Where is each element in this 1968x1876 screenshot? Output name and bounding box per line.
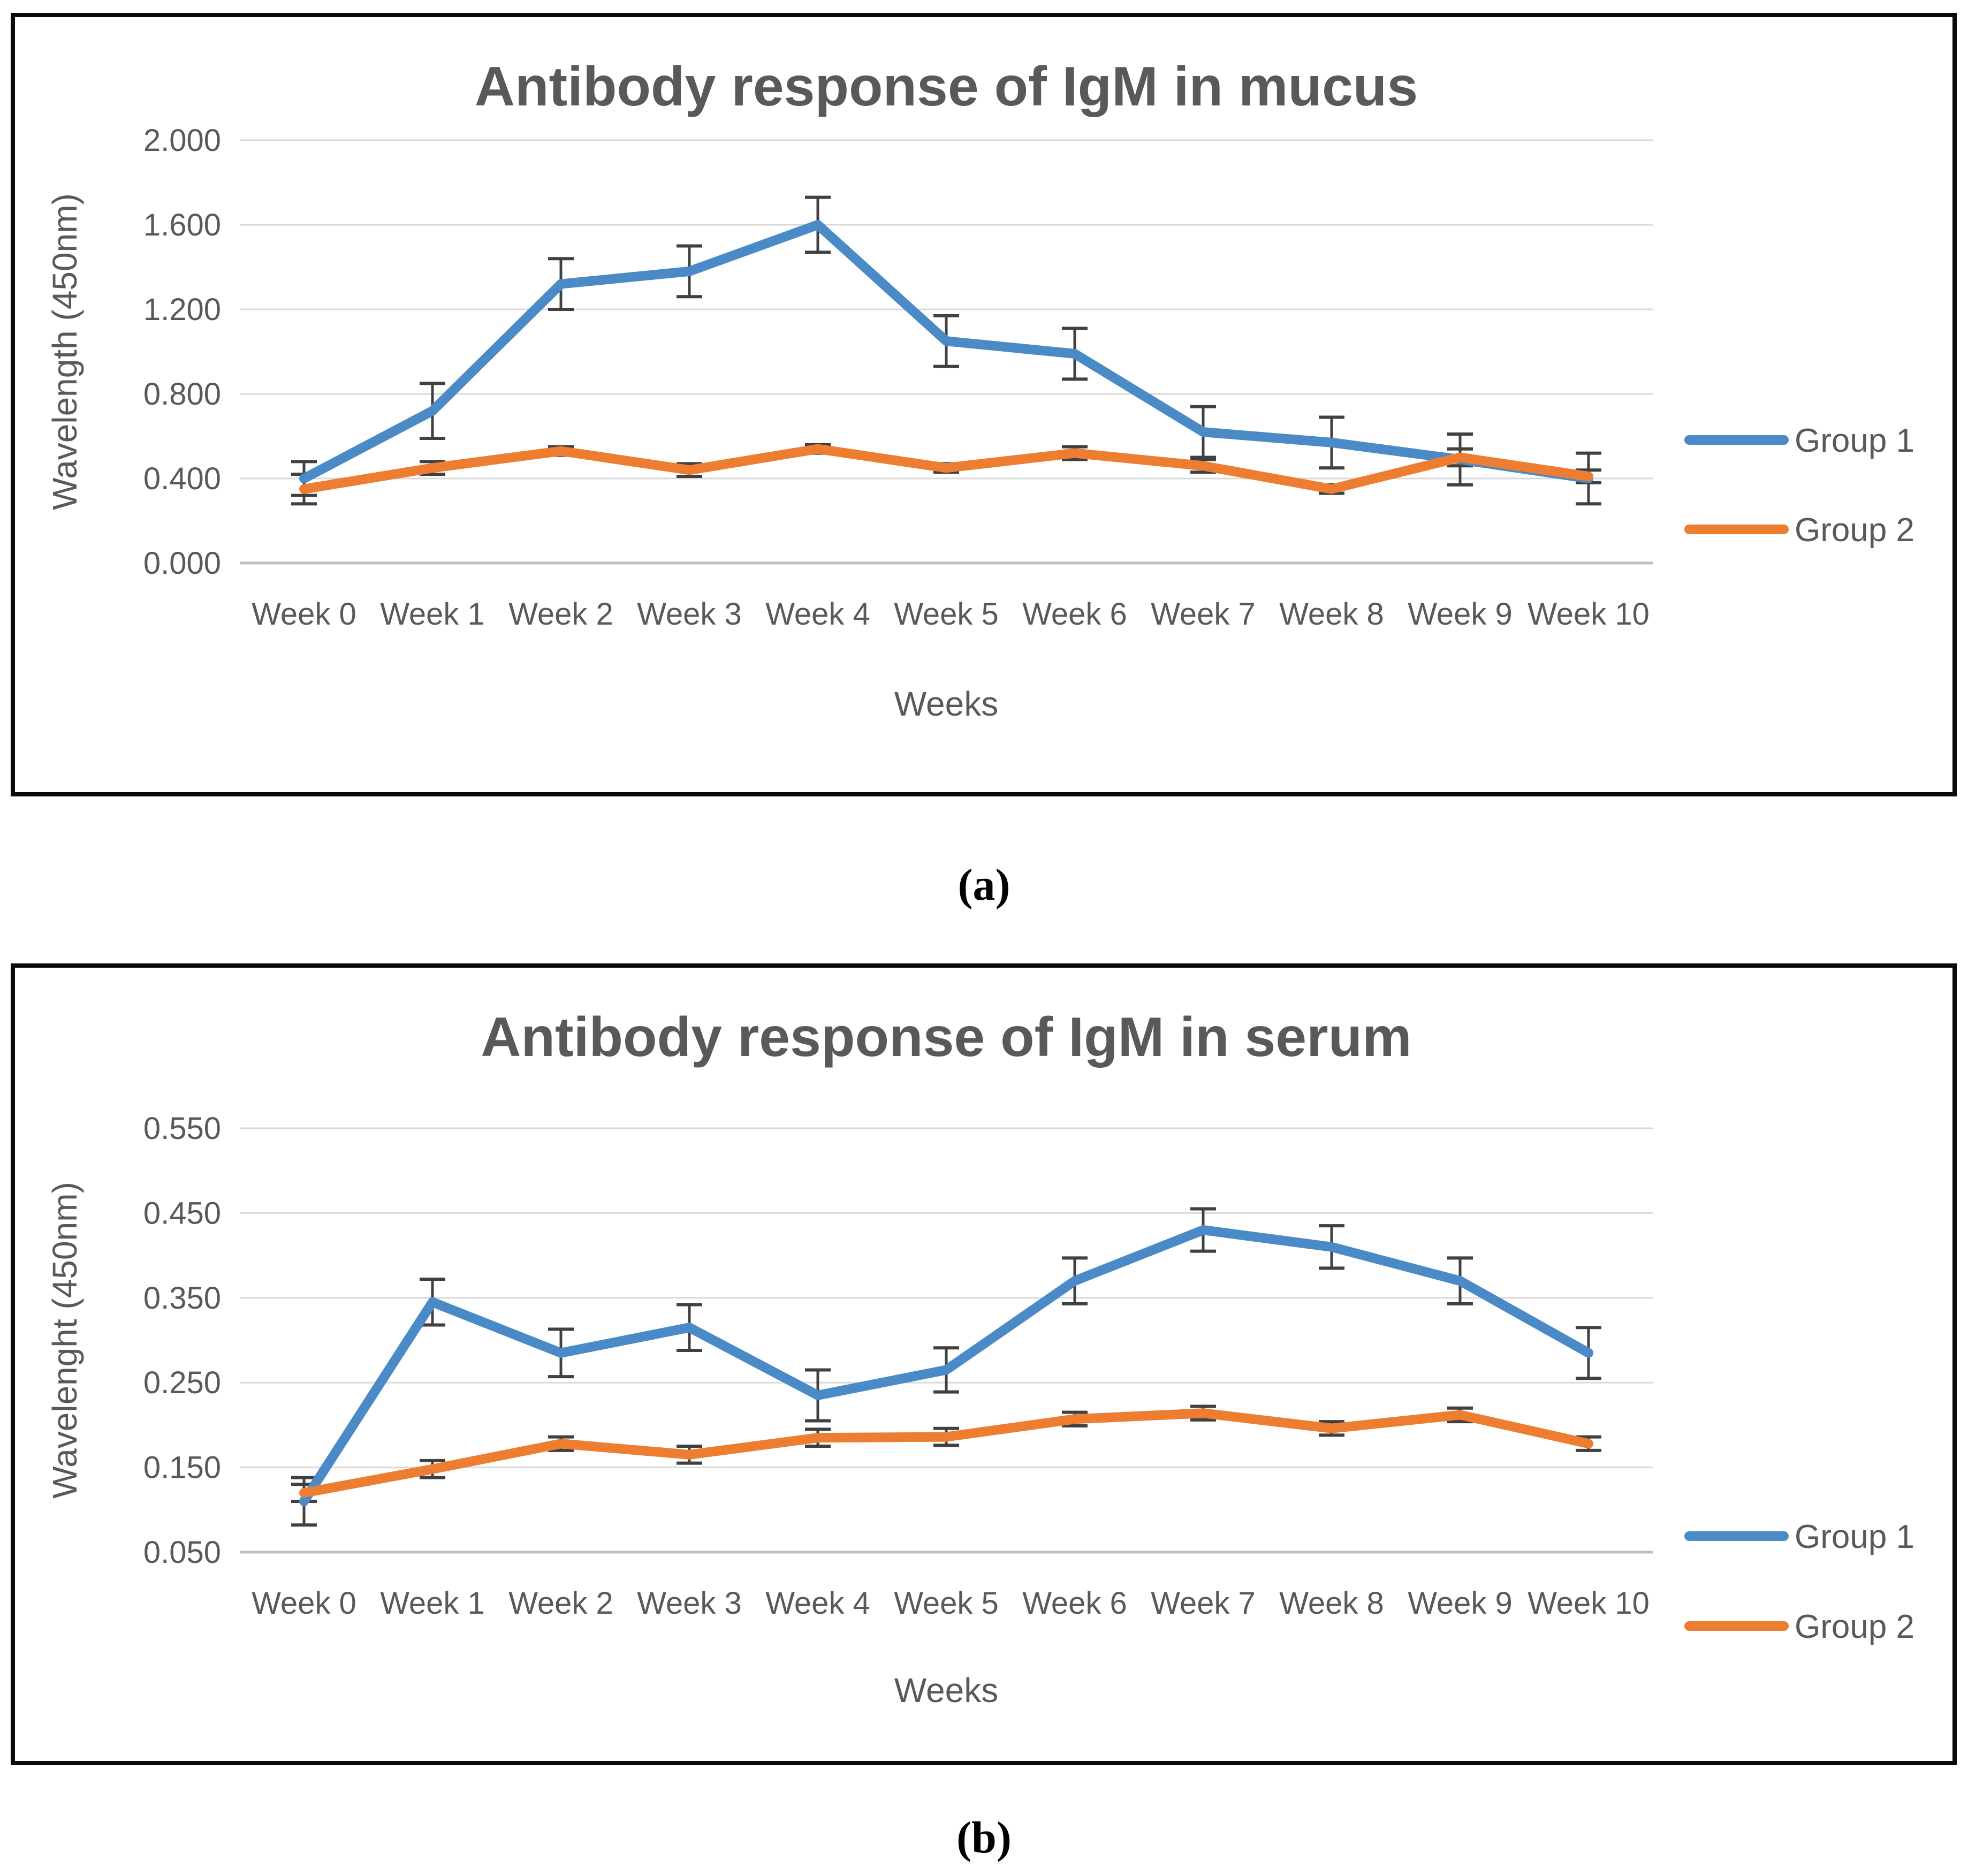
chart-title: Antibody response of IgM in mucus bbox=[475, 56, 1418, 118]
x-tick-label: Week 6 bbox=[1022, 1586, 1127, 1621]
chart-panel-serum: 0.550 0.450 0.350 0.250 0.150 0.050 Week 0 Week… bbox=[11, 963, 1957, 1765]
legend: Group 1 Group 2 bbox=[1684, 422, 1914, 549]
legend-label-group-2: Group 2 bbox=[1795, 512, 1914, 549]
x-tick-label: Week 8 bbox=[1279, 597, 1384, 632]
x-tick-label: Week 9 bbox=[1408, 597, 1513, 632]
x-tick-label: Week 6 bbox=[1022, 597, 1127, 632]
y-tick-label: 0.400 bbox=[143, 461, 221, 496]
x-tick-label: Week 10 bbox=[1528, 1586, 1650, 1621]
x-tick-label: Week 10 bbox=[1528, 597, 1650, 632]
error-bars bbox=[291, 1207, 1601, 1527]
y-tick-label: 0.350 bbox=[143, 1281, 221, 1316]
legend-label-group-1: Group 1 bbox=[1795, 1518, 1914, 1555]
gridlines bbox=[240, 1127, 1653, 1554]
gridlines bbox=[240, 139, 1653, 565]
series-line-group-1 bbox=[299, 1225, 1593, 1506]
x-tick-label: Week 4 bbox=[765, 1586, 870, 1621]
y-tick-labels: 0.550 0.450 0.350 0.250 0.150 0.050 bbox=[143, 1111, 221, 1570]
x-tick-label: Week 4 bbox=[765, 597, 870, 632]
y-tick-label: 2.000 bbox=[143, 123, 221, 158]
x-tick-labels: Week 0 Week 1 Week 2 Week 3 Week 4 Week 5 Week… bbox=[252, 597, 1650, 632]
chart-panel-mucus: 2.000 1.600 1.200 0.800 0.400 0.000 Week 0 Week… bbox=[11, 13, 1957, 796]
x-tick-label: Week 8 bbox=[1279, 1586, 1384, 1621]
series-line-group-1 bbox=[299, 220, 1593, 483]
x-tick-label: Week 1 bbox=[380, 1586, 485, 1621]
caption-b: (b) bbox=[956, 1813, 1012, 1863]
series-line-group-2 bbox=[299, 444, 1593, 494]
x-axis-title: Weeks bbox=[894, 685, 998, 723]
y-tick-label: 0.450 bbox=[143, 1196, 221, 1231]
x-tick-label: Week 3 bbox=[637, 1586, 742, 1621]
y-tick-label: 0.150 bbox=[143, 1450, 221, 1485]
legend-label-group-2: Group 2 bbox=[1795, 1608, 1914, 1645]
x-axis-title: Weeks bbox=[894, 1671, 998, 1710]
x-tick-label: Week 5 bbox=[894, 597, 999, 632]
series-line-group-2 bbox=[299, 1408, 1593, 1498]
y-tick-label: 0.050 bbox=[143, 1535, 221, 1570]
legend-label-group-1: Group 1 bbox=[1795, 422, 1914, 459]
legend: Group 1 Group 2 bbox=[1684, 1518, 1914, 1645]
x-tick-label: Week 1 bbox=[380, 597, 485, 632]
x-tick-label: Week 7 bbox=[1151, 1586, 1256, 1621]
caption-a: (a) bbox=[958, 860, 1010, 910]
y-tick-label: 0.000 bbox=[143, 546, 221, 581]
y-tick-label: 1.200 bbox=[143, 292, 221, 327]
x-tick-label: Week 2 bbox=[508, 1586, 613, 1621]
x-tick-label: Week 3 bbox=[637, 597, 742, 632]
y-tick-label: 0.550 bbox=[143, 1111, 221, 1146]
x-tick-label: Week 7 bbox=[1151, 597, 1256, 632]
y-tick-labels: 2.000 1.600 1.200 0.800 0.400 0.000 bbox=[143, 123, 221, 581]
x-tick-label: Week 0 bbox=[252, 1586, 356, 1621]
y-tick-label: 0.800 bbox=[143, 377, 221, 412]
y-axis-title: Wavelength (450nm) bbox=[45, 193, 84, 510]
x-tick-label: Week 9 bbox=[1408, 1586, 1513, 1621]
x-tick-label: Week 0 bbox=[252, 597, 356, 632]
x-tick-label: Week 5 bbox=[894, 1586, 999, 1621]
y-axis-title: Wavelenght (450nm) bbox=[45, 1182, 84, 1499]
x-tick-label: Week 2 bbox=[508, 597, 613, 632]
y-tick-label: 0.250 bbox=[143, 1365, 221, 1400]
y-tick-label: 1.600 bbox=[143, 208, 221, 242]
x-tick-labels: Week 0 Week 1 Week 2 Week 3 Week 4 Week 5 Week… bbox=[252, 1586, 1650, 1621]
chart-title: Antibody response of IgM in serum bbox=[481, 1006, 1411, 1068]
